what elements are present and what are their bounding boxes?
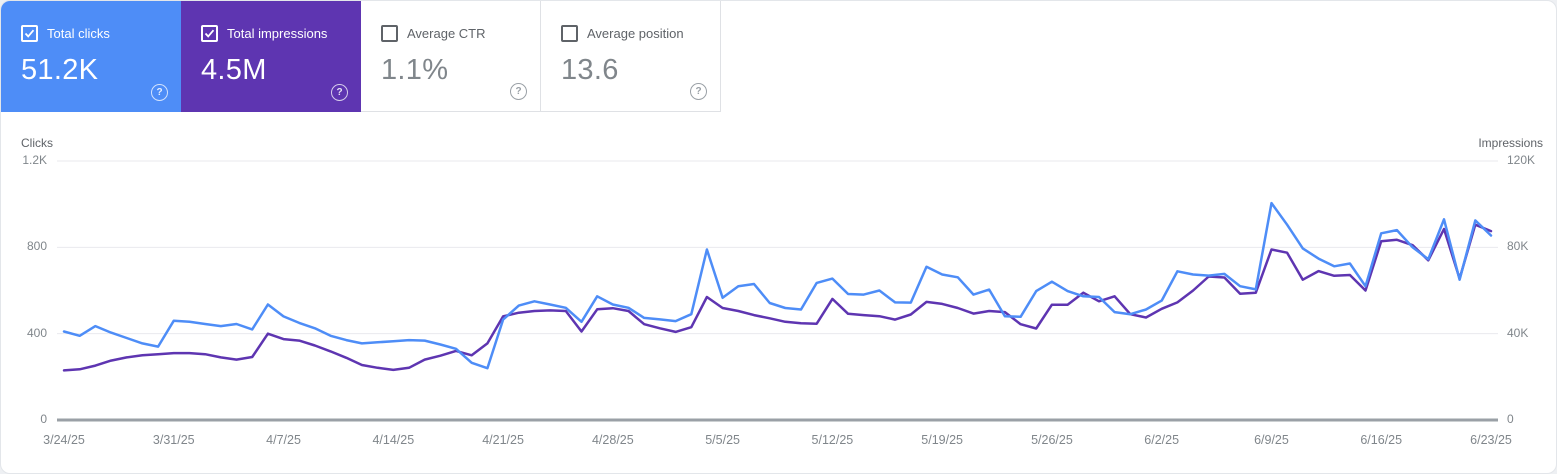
- card-average-ctr-label: Average CTR: [407, 25, 486, 41]
- y-axis-right-tick: 0: [1507, 412, 1514, 426]
- x-axis-date-tick: 6/9/25: [1254, 433, 1289, 447]
- x-axis-date-tick: 4/14/25: [372, 433, 415, 447]
- help-icon[interactable]: ?: [690, 83, 707, 100]
- x-axis-date-tick: 6/23/25: [1470, 433, 1512, 447]
- card-total-clicks[interactable]: Total clicks 51.2K ?: [1, 1, 181, 112]
- x-axis-date-tick: 6/16/25: [1360, 433, 1403, 447]
- y-axis-left-tick: 400: [26, 325, 47, 340]
- clicks-line: [62, 201, 1493, 370]
- card-total-impressions[interactable]: Total impressions 4.5M ?: [181, 1, 361, 112]
- card-total-clicks-value: 51.2K: [21, 54, 99, 86]
- card-total-impressions-label: Total impressions: [227, 25, 328, 41]
- left-axis-title: Clicks: [21, 136, 53, 150]
- y-axis-left-tick: 0: [40, 412, 47, 426]
- y-axis-right-tick: 80K: [1507, 239, 1529, 254]
- card-average-ctr[interactable]: Average CTR 1.1% ?: [361, 1, 541, 112]
- x-axis-date-tick: 4/28/25: [591, 433, 634, 447]
- x-axis-date-tick: 5/5/25: [705, 433, 740, 447]
- help-icon[interactable]: ?: [510, 83, 527, 100]
- help-icon[interactable]: ?: [151, 84, 168, 101]
- card-average-position[interactable]: Average position 13.6 ?: [541, 1, 721, 112]
- x-axis-date-tick: 4/21/25: [482, 433, 524, 447]
- impressions-line: [62, 223, 1493, 372]
- y-axis-left-tick: 800: [26, 239, 47, 254]
- checkbox-total-impressions-checked-icon[interactable]: [201, 24, 218, 42]
- card-total-impressions-value: 4.5M: [201, 54, 267, 86]
- help-icon[interactable]: ?: [331, 84, 348, 101]
- x-axis-date-tick: 5/26/25: [1031, 433, 1073, 447]
- x-axis-date-tick: 5/12/25: [811, 433, 854, 447]
- checkbox-total-clicks-checked-icon[interactable]: [21, 24, 38, 42]
- x-axis-date-tick: 5/19/25: [921, 433, 963, 447]
- card-average-ctr-value: 1.1%: [381, 54, 449, 86]
- card-average-position-label: Average position: [587, 25, 684, 41]
- y-axis-right-tick: 40K: [1507, 325, 1529, 340]
- x-axis-date-tick: 3/24/25: [43, 433, 85, 447]
- y-axis-right-tick: 120K: [1507, 153, 1536, 167]
- checkbox-average-ctr-unchecked-icon[interactable]: [381, 24, 398, 42]
- metric-cards: Total clicks 51.2K ? Total impressions 4…: [1, 1, 721, 112]
- card-average-position-value: 13.6: [561, 54, 619, 86]
- card-total-clicks-label: Total clicks: [47, 25, 110, 41]
- right-axis-title: Impressions: [1478, 136, 1543, 150]
- x-axis-date-tick: 6/2/25: [1144, 433, 1180, 447]
- checkbox-average-position-unchecked-icon[interactable]: [561, 24, 578, 42]
- x-axis-date-tick: 3/31/25: [152, 433, 195, 447]
- x-axis-date-tick: 4/7/25: [266, 433, 301, 447]
- y-axis-left-tick: 1.2K: [22, 153, 47, 167]
